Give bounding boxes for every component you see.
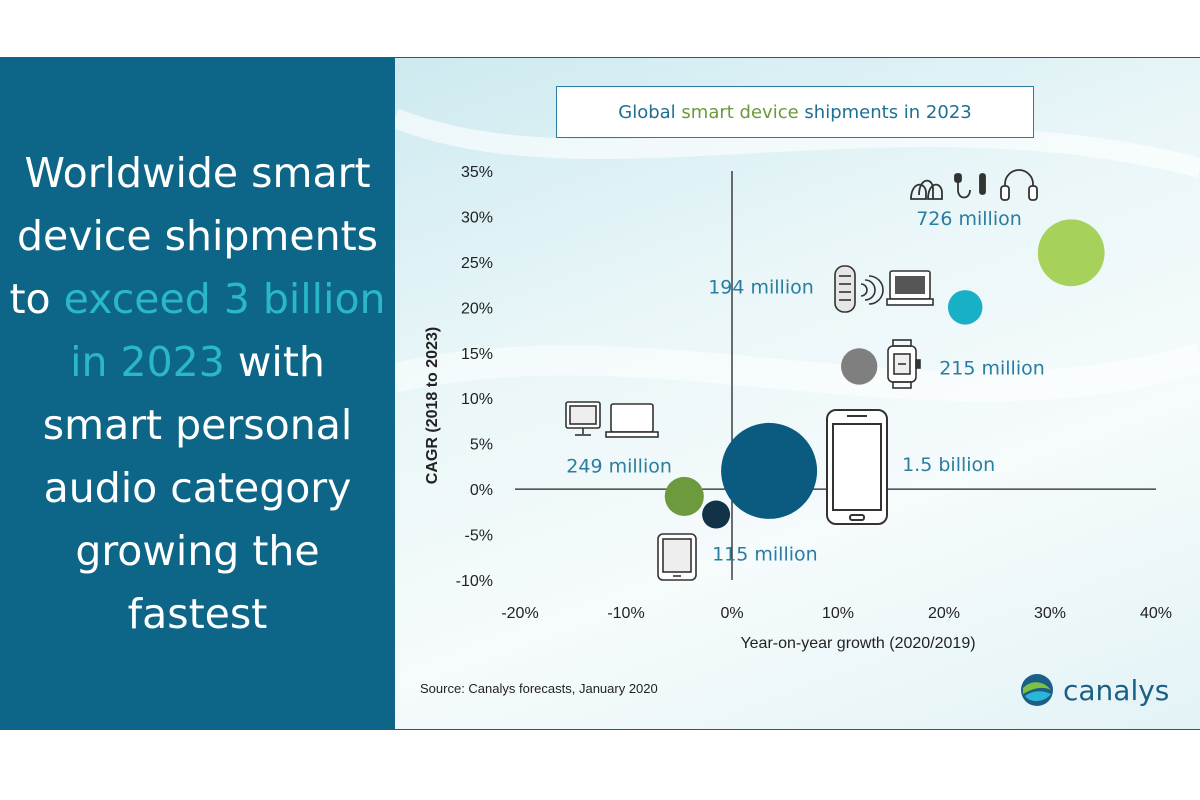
x-tick-label: 30% <box>1034 605 1066 622</box>
smartphone-icon <box>826 409 888 525</box>
headline-part1: Worldwide smart device shipments to <box>9 148 379 323</box>
bubble-smart-speakers-and-displays <box>947 290 983 325</box>
chart-bubbles <box>664 219 1105 529</box>
headline-highlight: exceed 3 billion in 2023 <box>63 274 386 386</box>
smart-speaker-icons <box>834 265 934 313</box>
pc-icons <box>565 401 659 438</box>
bubble-label: 726 million <box>916 208 1022 230</box>
headline-part2: with smart personal audio category growi… <box>42 337 353 638</box>
chart-panel: -20% -10% 0% 10% 20% 30% 40% 35% 30% 25% 20% 15% 10%… <box>395 57 1200 730</box>
y-tick-label: -5% <box>465 528 493 545</box>
tablet-icon <box>657 533 697 581</box>
source-note: Source: Canalys forecasts, January 2020 <box>420 681 658 696</box>
y-tick-label: 30% <box>461 209 493 226</box>
bubble-label: 215 million <box>939 357 1045 379</box>
x-axis-title: Year-on-year growth (2020/2019) <box>740 635 975 652</box>
canalys-logo-text: canalys <box>1063 673 1170 707</box>
y-tick-label: 20% <box>461 300 493 317</box>
bubble-smartphones <box>721 422 818 519</box>
bubble-smart-personal-audio <box>1037 219 1105 287</box>
chart-labels: 726 million 194 million 215 million 1.5 bil… <box>566 208 1045 566</box>
x-tick-label: 20% <box>928 605 960 622</box>
y-tick-label: 0% <box>470 482 493 499</box>
canalys-logo: canalys <box>1019 670 1169 710</box>
x-tick-label: 40% <box>1140 605 1172 622</box>
canalys-globe-icon <box>1021 674 1053 706</box>
y-tick-label: 25% <box>461 255 493 272</box>
bubble-label: 194 million <box>708 276 814 298</box>
bubble-chart: -20% -10% 0% 10% 20% 30% 40% 35% 30% 25% 20% 15% 10%… <box>395 108 1200 652</box>
chart-ticks: -20% -10% 0% 10% 20% 30% 40% 35% 30% 25% 20% 15% 10%… <box>424 164 1172 652</box>
bubble-wearables <box>841 348 878 385</box>
smartwatch-icon <box>887 339 921 389</box>
y-axis-title: CAGR (2018 to 2023) <box>424 327 441 484</box>
y-tick-label: -10% <box>456 573 493 590</box>
bubble-label: 1.5 billion <box>902 454 995 476</box>
x-tick-label: -20% <box>501 605 538 622</box>
bubble-label: 249 million <box>566 455 672 477</box>
bubble-PCs <box>664 476 704 516</box>
audio-icons <box>910 169 1038 201</box>
x-tick-label: -10% <box>607 605 644 622</box>
x-tick-label: 0% <box>720 605 743 622</box>
headline-panel: Worldwide smart device shipments to exce… <box>0 57 395 730</box>
y-tick-label: 15% <box>461 346 493 363</box>
bubble-label: 115 million <box>712 544 818 566</box>
chart-title-green: smart device <box>681 101 799 123</box>
y-tick-label: 5% <box>470 437 493 454</box>
y-tick-label: 10% <box>461 391 493 408</box>
chart-title-part1: Global <box>618 101 676 123</box>
x-tick-label: 10% <box>822 605 854 622</box>
headline: Worldwide smart device shipments to exce… <box>8 142 388 646</box>
chart-title-part2: shipments in 2023 <box>804 101 972 123</box>
chart-title: Global smart device shipments in 2023 <box>556 86 1034 138</box>
y-tick-label: 35% <box>461 164 493 181</box>
bubble-tablets <box>702 500 731 529</box>
